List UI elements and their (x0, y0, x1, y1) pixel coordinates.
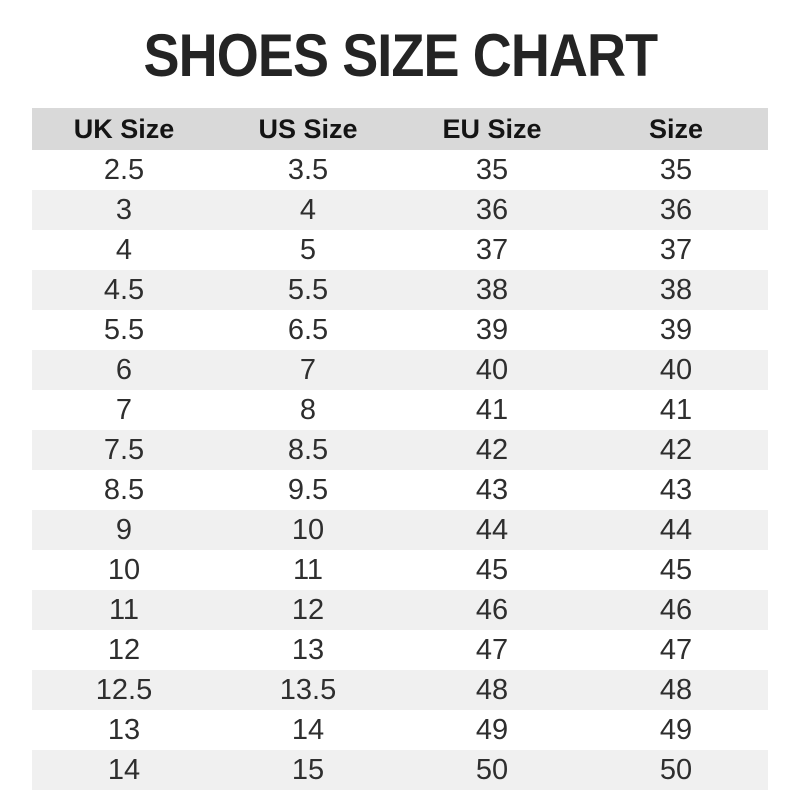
table-row: 5.5 6.5 39 39 (32, 310, 768, 350)
size-cell: 39 (400, 310, 584, 350)
size-cell: 42 (400, 430, 584, 470)
size-cell: 48 (584, 670, 768, 710)
size-table-body: 2.5 3.5 35 35 3 4 36 36 4 5 37 37 4.5 5.5 38 38 5.5 6.5 39… (32, 150, 768, 790)
size-cell: 3.5 (216, 150, 400, 190)
table-row: 7.5 8.5 42 42 (32, 430, 768, 470)
column-header-uk-size: UK Size (32, 108, 216, 150)
size-cell: 15 (216, 750, 400, 790)
size-cell: 41 (400, 390, 584, 430)
size-cell: 45 (400, 550, 584, 590)
size-cell: 3 (32, 190, 216, 230)
size-cell: 40 (400, 350, 584, 390)
size-table-header: UK Size US Size EU Size Size (32, 108, 768, 150)
size-cell: 50 (400, 750, 584, 790)
size-cell: 38 (584, 270, 768, 310)
size-cell: 35 (400, 150, 584, 190)
table-row: 12 13 47 47 (32, 630, 768, 670)
size-cell: 2.5 (32, 150, 216, 190)
size-cell: 46 (400, 590, 584, 630)
table-row: 3 4 36 36 (32, 190, 768, 230)
table-row: 13 14 49 49 (32, 710, 768, 750)
size-cell: 47 (584, 630, 768, 670)
table-row: 12.5 13.5 48 48 (32, 670, 768, 710)
page-title: SHOES SIZE CHART (143, 21, 658, 89)
size-cell: 38 (400, 270, 584, 310)
size-cell: 8.5 (32, 470, 216, 510)
size-cell: 41 (584, 390, 768, 430)
size-cell: 36 (584, 190, 768, 230)
size-cell: 4 (216, 190, 400, 230)
size-cell: 40 (584, 350, 768, 390)
size-cell: 11 (32, 590, 216, 630)
size-cell: 13 (32, 710, 216, 750)
size-cell: 37 (584, 230, 768, 270)
size-cell: 46 (584, 590, 768, 630)
size-cell: 44 (584, 510, 768, 550)
size-cell: 39 (584, 310, 768, 350)
size-cell: 10 (216, 510, 400, 550)
table-row: 10 11 45 45 (32, 550, 768, 590)
size-cell: 9 (32, 510, 216, 550)
size-cell: 5 (216, 230, 400, 270)
size-cell: 5.5 (216, 270, 400, 310)
table-row: 14 15 50 50 (32, 750, 768, 790)
column-header-eu-size: EU Size (400, 108, 584, 150)
size-cell: 45 (584, 550, 768, 590)
size-cell: 14 (32, 750, 216, 790)
size-cell: 5.5 (32, 310, 216, 350)
size-cell: 43 (584, 470, 768, 510)
table-row: 7 8 41 41 (32, 390, 768, 430)
size-cell: 6 (32, 350, 216, 390)
size-cell: 6.5 (216, 310, 400, 350)
size-cell: 7.5 (32, 430, 216, 470)
size-cell: 4 (32, 230, 216, 270)
table-row: 4 5 37 37 (32, 230, 768, 270)
table-row: 11 12 46 46 (32, 590, 768, 630)
size-cell: 43 (400, 470, 584, 510)
size-cell: 13.5 (216, 670, 400, 710)
size-cell: 10 (32, 550, 216, 590)
shoe-size-table: UK Size US Size EU Size Size 2.5 3.5 35 35 3… (32, 108, 768, 790)
size-cell: 50 (584, 750, 768, 790)
table-row: 2.5 3.5 35 35 (32, 150, 768, 190)
size-cell: 42 (584, 430, 768, 470)
size-cell: 14 (216, 710, 400, 750)
table-row: 6 7 40 40 (32, 350, 768, 390)
size-cell: 48 (400, 670, 584, 710)
size-cell: 11 (216, 550, 400, 590)
size-cell: 37 (400, 230, 584, 270)
size-cell: 12 (216, 590, 400, 630)
table-row: 4.5 5.5 38 38 (32, 270, 768, 310)
size-cell: 7 (216, 350, 400, 390)
column-header-size: Size (584, 108, 768, 150)
size-cell: 44 (400, 510, 584, 550)
size-cell: 35 (584, 150, 768, 190)
size-cell: 49 (400, 710, 584, 750)
size-cell: 8 (216, 390, 400, 430)
header-row: UK Size US Size EU Size Size (32, 108, 768, 150)
size-cell: 9.5 (216, 470, 400, 510)
size-cell: 12.5 (32, 670, 216, 710)
size-cell: 13 (216, 630, 400, 670)
size-cell: 36 (400, 190, 584, 230)
title-area: SHOES SIZE CHART (0, 0, 800, 108)
table-row: 8.5 9.5 43 43 (32, 470, 768, 510)
size-cell: 12 (32, 630, 216, 670)
size-cell: 47 (400, 630, 584, 670)
size-cell: 4.5 (32, 270, 216, 310)
table-row: 9 10 44 44 (32, 510, 768, 550)
column-header-us-size: US Size (216, 108, 400, 150)
size-cell: 7 (32, 390, 216, 430)
size-cell: 8.5 (216, 430, 400, 470)
size-cell: 49 (584, 710, 768, 750)
